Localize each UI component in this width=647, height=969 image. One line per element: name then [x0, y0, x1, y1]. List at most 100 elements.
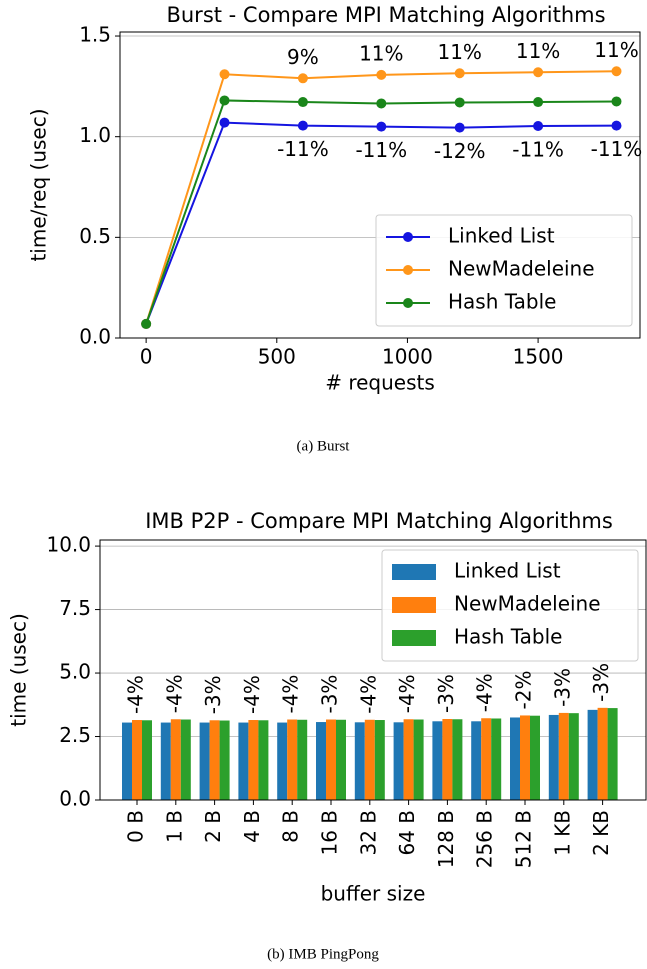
bar: [326, 719, 336, 800]
bar: [558, 712, 569, 800]
annotation: -4%: [279, 675, 303, 714]
data-point: [219, 117, 230, 128]
bar: [520, 715, 530, 800]
bar: [238, 722, 249, 800]
annotation: -4%: [356, 675, 380, 714]
annotation: -3%: [589, 663, 613, 702]
bar: [597, 707, 608, 800]
legend-box: [375, 214, 633, 327]
data-point: [297, 120, 308, 131]
x-tick-label: 4 B: [240, 810, 264, 843]
chart-title: IMB P2P - Compare MPI Matching Algorithm…: [145, 509, 613, 533]
bar: [432, 721, 443, 800]
x-tick-label: 32 B: [356, 810, 380, 856]
annotation: -4%: [162, 674, 186, 713]
data-point: [454, 97, 465, 108]
annotation: 11%: [516, 39, 560, 63]
annotation: 11%: [437, 40, 481, 64]
annotation: 11%: [359, 41, 403, 65]
x-tick-label: 2 B: [201, 810, 225, 843]
annotation: -3%: [318, 675, 342, 714]
y-axis-label: time/req (usec): [27, 108, 51, 261]
y-tick-label: 10.0: [46, 533, 91, 557]
y-tick-label: 7.5: [59, 596, 91, 620]
bar: [393, 722, 404, 800]
bar: [122, 722, 132, 800]
bar: [132, 720, 142, 800]
caption: (a) Burst: [297, 438, 351, 454]
bar: [510, 717, 520, 800]
bar: [452, 719, 463, 800]
annotation: -2%: [512, 670, 536, 709]
data-point: [533, 97, 544, 108]
data-point: [376, 98, 387, 109]
legend-swatch: [392, 597, 436, 613]
bar: [354, 722, 365, 800]
legend-label: Hash Table: [448, 290, 556, 314]
chart-title: Burst - Compare MPI Matching Algorithms: [166, 3, 605, 27]
bar: [587, 709, 598, 800]
annotation: -4%: [124, 675, 148, 714]
y-tick-label: 0.0: [79, 325, 111, 349]
x-tick-label: 1500: [513, 345, 564, 369]
plot-frame: [119, 31, 641, 339]
data-point: [376, 121, 387, 132]
data-point: [454, 122, 465, 133]
x-tick-label: 0: [140, 345, 153, 369]
x-tick-label: 16 B: [318, 810, 342, 856]
bar: [248, 720, 259, 800]
data-point: [297, 73, 308, 84]
y-tick-label: 0.5: [79, 224, 111, 248]
x-tick-label: 2 KB: [589, 810, 613, 856]
bar: [568, 713, 579, 800]
bar: [442, 719, 453, 800]
bar: [336, 719, 346, 800]
bar: [160, 722, 171, 800]
bar: [548, 714, 559, 800]
data-point: [533, 121, 544, 132]
x-tick-label: 128 B: [434, 810, 458, 868]
bar: [142, 720, 152, 800]
bar: [481, 718, 492, 800]
annotation: -11%: [591, 137, 643, 161]
annotation: -3%: [434, 674, 458, 713]
y-axis-label: time (usec): [7, 613, 31, 727]
legend-label: Linked List: [448, 224, 555, 248]
legend-swatch: [403, 298, 413, 308]
data-point: [533, 67, 544, 78]
x-tick-label: 0 B: [124, 810, 148, 843]
bar: [316, 722, 326, 800]
annotation: -11%: [355, 138, 407, 162]
legend-box: [381, 549, 639, 662]
bar: [180, 719, 191, 800]
bar: [209, 720, 220, 800]
bar: [374, 720, 385, 800]
data-point: [611, 66, 622, 77]
bar: [471, 721, 482, 800]
bar: [258, 720, 269, 800]
y-tick-label: 1.0: [79, 123, 111, 147]
bar: [403, 719, 414, 800]
x-tick-label: 1 KB: [550, 810, 574, 856]
annotation: -11%: [512, 138, 564, 162]
legend-label: NewMadeleine: [448, 257, 595, 281]
x-tick-label: 512 B: [512, 810, 536, 868]
x-tick-label: 64 B: [395, 810, 419, 856]
annotation: -4%: [240, 675, 264, 714]
bar: [277, 722, 288, 800]
annotation: -4%: [395, 674, 419, 713]
data-point: [141, 318, 152, 329]
x-tick-label: 256 B: [473, 810, 497, 868]
annotation: -3%: [201, 675, 225, 714]
legend-swatch: [403, 232, 413, 242]
annotation: -12%: [434, 139, 486, 163]
legend-swatch: [392, 564, 436, 580]
bar: [219, 720, 230, 800]
legend-swatch: [403, 265, 413, 275]
data-point: [454, 68, 465, 79]
bar: [413, 719, 424, 800]
annotation: -4%: [473, 673, 497, 712]
bar: [199, 722, 210, 800]
x-tick-label: 1000: [382, 345, 433, 369]
